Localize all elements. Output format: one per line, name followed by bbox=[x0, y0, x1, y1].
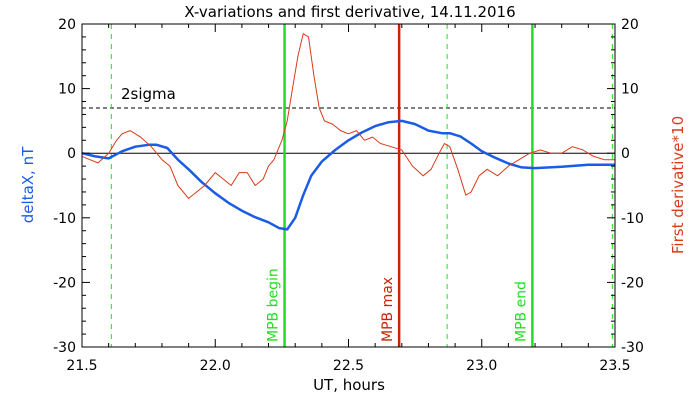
x-tick-label-1: 22.0 bbox=[200, 358, 231, 374]
sigma-label: 2sigma bbox=[121, 85, 176, 103]
y-tick-label-right-4: 10 bbox=[621, 82, 639, 98]
y-tick-label-left-5: 20 bbox=[58, 17, 76, 33]
series-line-0 bbox=[81, 119, 615, 231]
y-tick-label-left-4: 10 bbox=[58, 82, 76, 98]
marker-label-4: MPB end bbox=[513, 281, 529, 342]
x-tick-label-0: 21.5 bbox=[66, 358, 97, 374]
plot-layer: MPB begin MPB max MPB end -30 -30 -20 -20 -10 -1… bbox=[53, 17, 644, 374]
y-tick-label-right-1: -20 bbox=[621, 275, 644, 291]
marker-label-2: MPB max bbox=[380, 277, 396, 342]
y-tick-label-right-0: -30 bbox=[621, 340, 644, 356]
x-axis-label: UT, hours bbox=[313, 376, 385, 394]
y-tick-label-right-3: 0 bbox=[621, 146, 630, 162]
chart-title: X-variations and first derivative, 14.11… bbox=[184, 3, 515, 21]
y-axis-label-right: First derivative*10 bbox=[669, 116, 687, 254]
series-line-1 bbox=[81, 33, 615, 199]
y-tick-label-right-2: -10 bbox=[621, 211, 644, 227]
y-axis-label-left: deltaX, nT bbox=[19, 146, 37, 223]
y-tick-label-left-2: -10 bbox=[53, 211, 76, 227]
y-tick-label-right-5: 20 bbox=[621, 17, 639, 33]
x-tick-label-3: 23.0 bbox=[466, 358, 497, 374]
y-tick-label-left-0: -30 bbox=[53, 340, 76, 356]
x-tick-label-2: 22.5 bbox=[333, 358, 364, 374]
x-tick-label-4: 23.5 bbox=[599, 358, 630, 374]
marker-label-1: MPB begin bbox=[266, 268, 282, 342]
plot-frame bbox=[81, 23, 616, 348]
y-tick-label-left-3: 0 bbox=[67, 146, 76, 162]
y-tick-label-left-1: -20 bbox=[53, 275, 76, 291]
